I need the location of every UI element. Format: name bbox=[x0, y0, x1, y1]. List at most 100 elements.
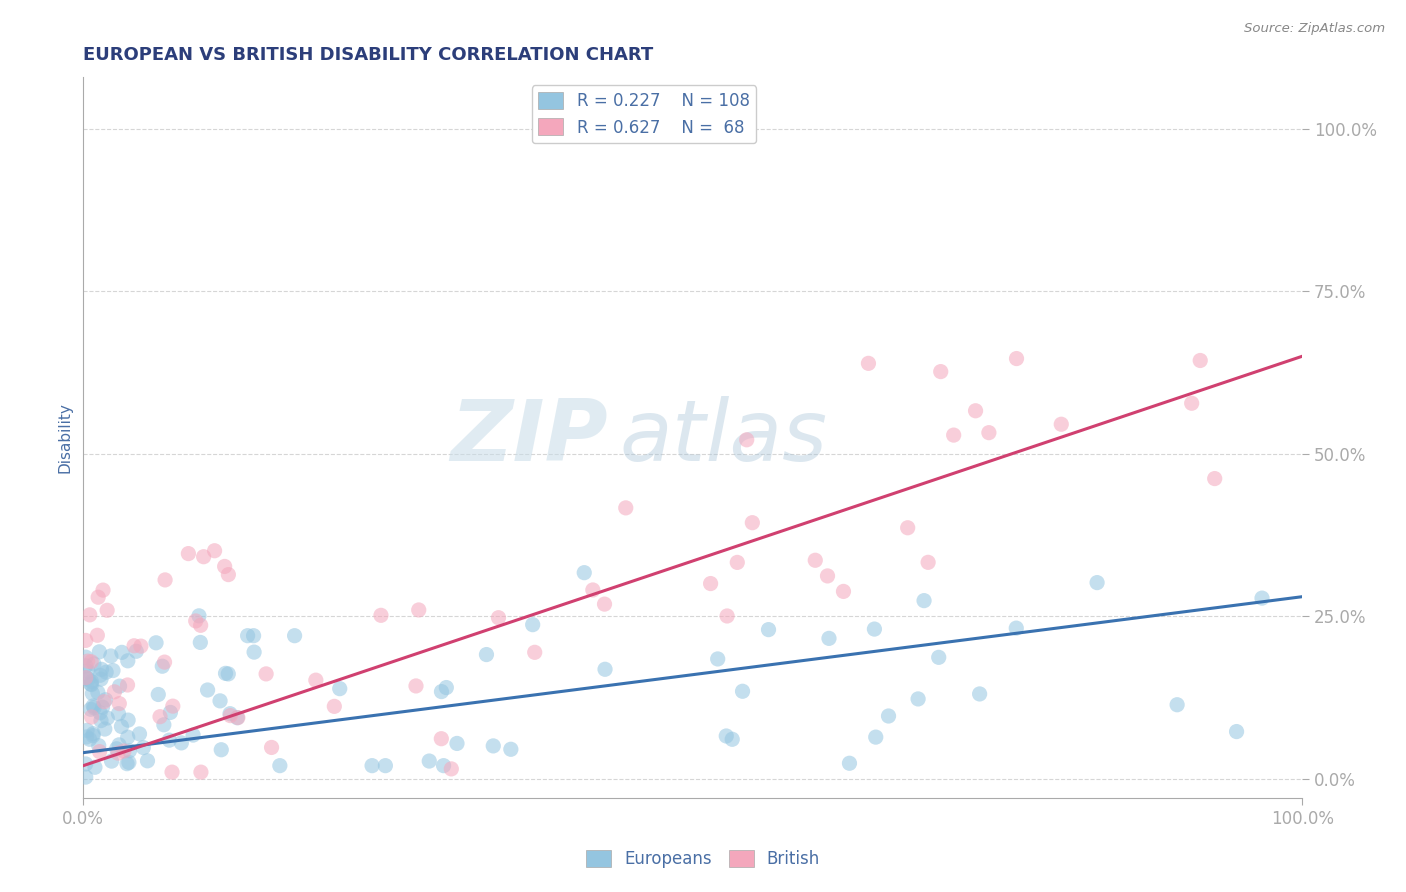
Point bbox=[858, 356, 880, 370]
Point bbox=[79, 677, 101, 691]
Point bbox=[118, 744, 141, 758]
Point bbox=[84, 760, 107, 774]
Point bbox=[614, 500, 637, 515]
Legend: R = 0.227    N = 108, R = 0.627    N =  68: R = 0.227 N = 108, R = 0.627 N = 68 bbox=[531, 86, 756, 144]
Point bbox=[361, 758, 384, 772]
Point bbox=[190, 765, 212, 780]
Point bbox=[115, 756, 138, 771]
Point bbox=[699, 576, 721, 591]
Point bbox=[917, 555, 939, 569]
Point bbox=[323, 699, 346, 714]
Point bbox=[89, 668, 111, 682]
Point bbox=[125, 644, 148, 658]
Point bbox=[149, 709, 172, 723]
Point bbox=[488, 610, 510, 624]
Point bbox=[1085, 575, 1108, 590]
Point bbox=[865, 730, 887, 744]
Point bbox=[145, 636, 167, 650]
Point bbox=[804, 553, 827, 567]
Point bbox=[157, 733, 180, 747]
Point bbox=[731, 684, 754, 698]
Point bbox=[219, 706, 242, 721]
Point bbox=[214, 559, 236, 574]
Point bbox=[122, 639, 145, 653]
Point bbox=[75, 770, 97, 784]
Point bbox=[204, 543, 226, 558]
Point bbox=[150, 659, 173, 673]
Point bbox=[522, 617, 544, 632]
Point bbox=[87, 591, 110, 605]
Point bbox=[236, 629, 259, 643]
Point bbox=[329, 681, 352, 696]
Point bbox=[969, 687, 991, 701]
Point bbox=[1050, 417, 1073, 432]
Text: Source: ZipAtlas.com: Source: ZipAtlas.com bbox=[1244, 22, 1385, 36]
Point bbox=[243, 645, 266, 659]
Point bbox=[117, 730, 139, 744]
Point bbox=[735, 433, 758, 447]
Point bbox=[90, 714, 112, 728]
Point bbox=[82, 698, 104, 713]
Point bbox=[226, 711, 249, 725]
Point bbox=[741, 516, 763, 530]
Point bbox=[80, 710, 103, 724]
Point bbox=[832, 584, 855, 599]
Point bbox=[101, 664, 124, 678]
Point bbox=[111, 645, 134, 659]
Point bbox=[482, 739, 505, 753]
Point bbox=[214, 666, 236, 681]
Point bbox=[721, 732, 744, 747]
Point bbox=[499, 742, 522, 756]
Point bbox=[94, 722, 117, 736]
Point bbox=[160, 765, 183, 780]
Point bbox=[928, 650, 950, 665]
Point bbox=[87, 739, 110, 753]
Point bbox=[148, 688, 170, 702]
Point bbox=[942, 428, 965, 442]
Point bbox=[1251, 591, 1274, 606]
Point bbox=[80, 702, 103, 716]
Point bbox=[254, 666, 277, 681]
Point bbox=[80, 674, 103, 689]
Point bbox=[132, 740, 155, 755]
Point bbox=[593, 597, 616, 611]
Point bbox=[217, 567, 239, 582]
Point bbox=[82, 686, 104, 700]
Point bbox=[1181, 396, 1204, 410]
Point bbox=[91, 700, 114, 714]
Point bbox=[89, 706, 111, 720]
Text: ZIP: ZIP bbox=[450, 396, 607, 479]
Point bbox=[897, 521, 920, 535]
Point bbox=[217, 666, 239, 681]
Point bbox=[76, 664, 98, 678]
Point bbox=[706, 652, 728, 666]
Point bbox=[80, 655, 103, 669]
Point bbox=[190, 618, 212, 632]
Point bbox=[716, 729, 738, 743]
Point bbox=[170, 736, 193, 750]
Point bbox=[75, 658, 97, 673]
Point bbox=[818, 632, 841, 646]
Point bbox=[370, 608, 392, 623]
Point bbox=[153, 655, 176, 669]
Point bbox=[77, 672, 100, 686]
Point bbox=[408, 603, 430, 617]
Point bbox=[108, 697, 131, 711]
Text: atlas: atlas bbox=[620, 396, 828, 479]
Point bbox=[108, 679, 131, 693]
Point bbox=[86, 628, 108, 642]
Point bbox=[284, 629, 307, 643]
Point bbox=[87, 685, 110, 699]
Point bbox=[418, 754, 440, 768]
Point bbox=[838, 756, 860, 771]
Point bbox=[209, 694, 232, 708]
Point bbox=[118, 756, 141, 770]
Point bbox=[117, 678, 139, 692]
Y-axis label: Disability: Disability bbox=[58, 402, 72, 473]
Point bbox=[76, 723, 98, 738]
Point bbox=[1005, 351, 1028, 366]
Point bbox=[96, 603, 118, 617]
Point bbox=[305, 673, 328, 688]
Point bbox=[129, 639, 152, 653]
Point bbox=[1166, 698, 1188, 712]
